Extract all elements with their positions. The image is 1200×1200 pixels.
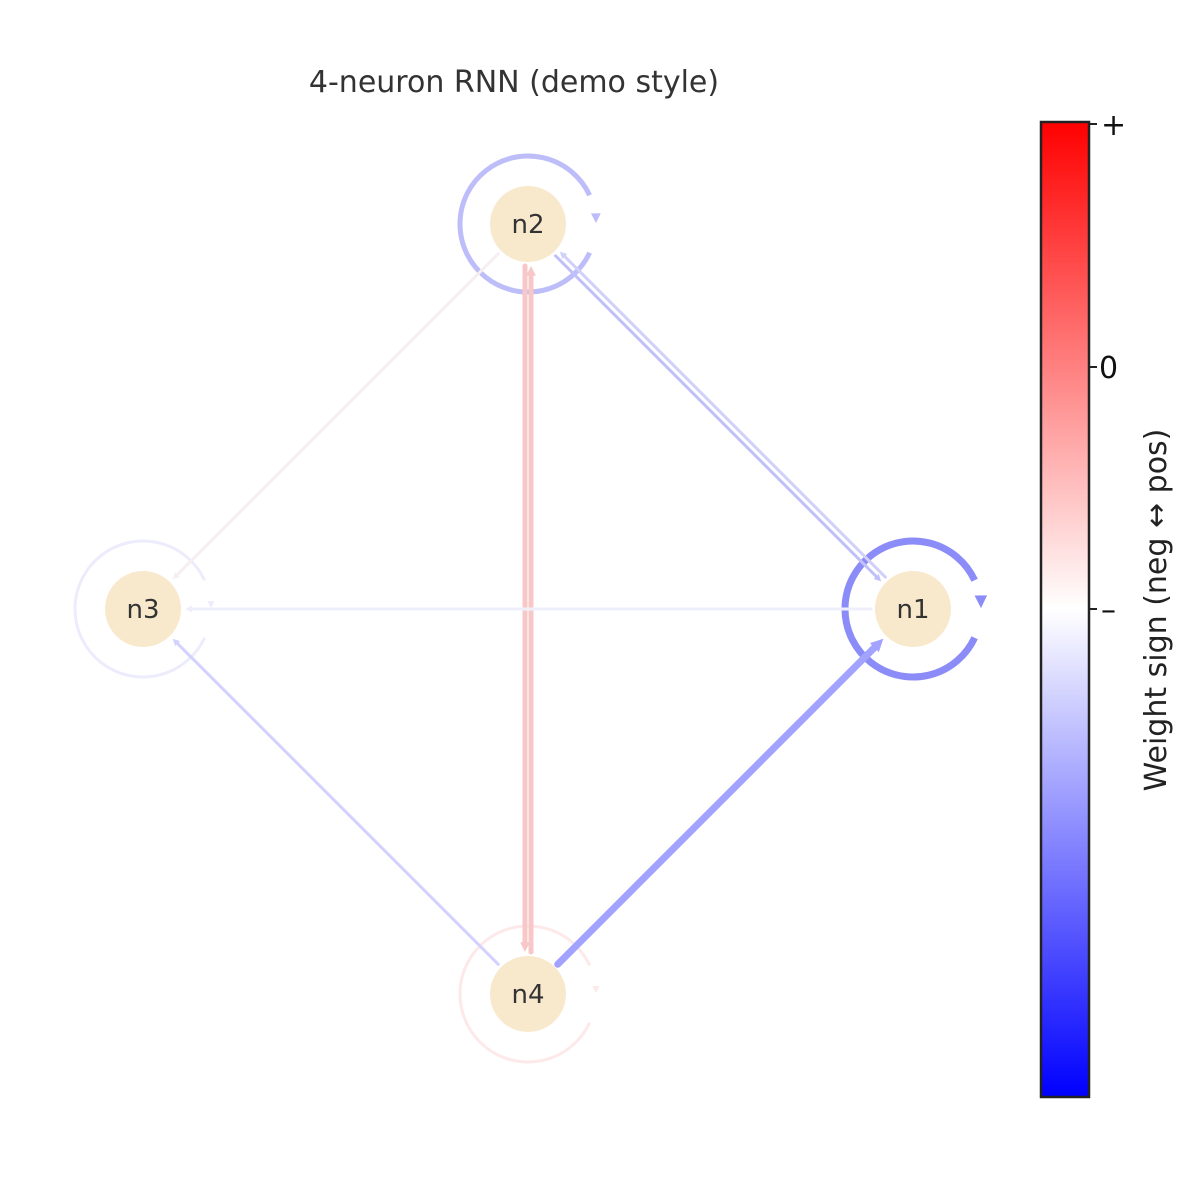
self-loop-n2 xyxy=(457,153,592,295)
edge-n4-to-n1 xyxy=(554,642,880,968)
self-loop-n4 xyxy=(458,924,591,1064)
edge-n4-to-n3 xyxy=(176,642,500,966)
colorbar-gradient xyxy=(1039,120,1091,1099)
edge-n2-to-n1 xyxy=(554,254,878,578)
arrowhead-n4-to-n1 xyxy=(869,638,884,653)
self-loop-arrowhead-n1 xyxy=(974,595,988,609)
arrowhead-n4-to-n2 xyxy=(526,266,536,276)
colorbar-tick-label-plus: + xyxy=(1101,108,1126,143)
node-label-n3: n3 xyxy=(126,595,159,625)
arrowhead-n1-to-n2 xyxy=(559,251,568,260)
self-loop-arrowhead-n4 xyxy=(592,986,600,994)
self-loop-arrowhead-n2 xyxy=(590,213,601,224)
node-label-n1: n1 xyxy=(896,595,929,625)
edge-n2-to-n3 xyxy=(176,252,500,576)
node-n3 xyxy=(105,571,181,647)
colorbar-label: Weight sign (neg ↔ pos) xyxy=(1139,429,1174,792)
arrowhead-n4-to-n3 xyxy=(172,638,181,647)
diagram-title: 4-neuron RNN (demo style) xyxy=(309,65,719,100)
edge-n1-to-n2 xyxy=(563,255,887,579)
node-label-n4: n4 xyxy=(511,980,544,1010)
arrowhead-n1-to-n3 xyxy=(185,605,192,613)
node-n2 xyxy=(490,186,566,262)
arrowhead-n2-to-n4 xyxy=(520,942,530,952)
colorbar-tick-label-minus: – xyxy=(1101,593,1116,628)
arrowhead-n2-to-n3 xyxy=(172,571,181,580)
self-loop-n3 xyxy=(73,539,206,679)
nodes: n1 n2 n3 n4 xyxy=(105,186,951,1032)
colorbar: + 0 – Weight sign (neg ↔ pos) xyxy=(1039,108,1174,1099)
self-loop-arrowhead-n3 xyxy=(207,601,215,609)
arrowhead-n2-to-n1 xyxy=(873,573,882,582)
colorbar-tick-label-zero: 0 xyxy=(1099,351,1118,386)
edges xyxy=(172,251,887,968)
node-label-n2: n2 xyxy=(511,210,544,240)
node-n1 xyxy=(875,571,951,647)
node-n4 xyxy=(490,956,566,1032)
